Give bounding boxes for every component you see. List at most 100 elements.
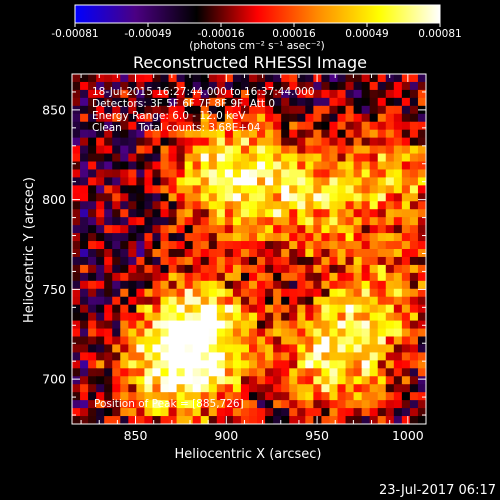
heatmap-cell [176, 241, 186, 250]
heatmap-cell [176, 121, 186, 131]
heatmap-cell [361, 249, 371, 258]
heatmap-cell [96, 256, 105, 266]
heatmap-cell [345, 129, 355, 139]
heatmap-cell [184, 416, 194, 424]
heatmap-cell [417, 137, 426, 147]
heatmap-cell [393, 177, 403, 186]
heatmap-cell [152, 217, 162, 226]
heatmap-cell [321, 193, 331, 202]
heatmap-cell [297, 169, 306, 178]
heatmap-cell [393, 272, 403, 282]
heatmap-cell [224, 177, 234, 186]
heatmap-cell [232, 74, 242, 83]
heatmap-cell [377, 249, 387, 258]
heatmap-cell [176, 376, 186, 385]
heatmap-cell [313, 280, 323, 290]
heatmap-cell [200, 336, 210, 346]
heatmap-cell [96, 217, 105, 226]
heatmap-cell [168, 161, 178, 171]
heatmap-cell [208, 264, 218, 274]
heatmap-cell [200, 177, 210, 186]
heatmap-cell [136, 408, 146, 417]
heatmap-cell [345, 416, 355, 424]
heatmap-cell [289, 233, 298, 242]
heatmap-cell [417, 320, 426, 330]
heatmap-cell [393, 105, 403, 115]
heatmap-cell [273, 280, 282, 290]
heatmap-cell [144, 225, 154, 234]
heatmap-cell [104, 97, 113, 107]
heatmap-cell [152, 74, 162, 83]
heatmap-cell [80, 233, 89, 242]
heatmap-cell [361, 400, 371, 409]
heatmap-cell [401, 249, 411, 258]
heatmap-cell [377, 376, 387, 385]
heatmap-cell [88, 209, 97, 218]
heatmap-cell [353, 169, 363, 178]
heatmap-cell [192, 304, 202, 314]
heatmap-cell [417, 97, 426, 107]
heatmap-cell [240, 177, 250, 186]
heatmap-cell [329, 344, 339, 353]
heatmap-cell [176, 344, 186, 353]
heatmap-cell [112, 153, 121, 163]
heatmap-cell [224, 201, 234, 210]
heatmap-cell [136, 368, 146, 377]
heatmap-cell [80, 177, 89, 186]
heatmap-cell [88, 121, 97, 131]
heatmap-cell [80, 201, 89, 210]
heatmap-cell [88, 74, 97, 83]
heatmap-cell [112, 336, 121, 346]
heatmap-cell [208, 416, 218, 424]
heatmap-cell [120, 121, 129, 131]
heatmap-cell [401, 320, 411, 330]
heatmap-cell [224, 296, 234, 306]
heatmap-cell [321, 177, 331, 186]
heatmap-cell [232, 376, 242, 385]
heatmap-cell [88, 256, 97, 266]
heatmap-cell [96, 105, 105, 115]
heatmap-cell [257, 384, 266, 393]
heatmap-cell [72, 97, 81, 107]
heatmap-cell [305, 272, 314, 282]
heatmap-cell [257, 137, 266, 147]
heatmap-cell [305, 225, 314, 234]
heatmap-cell [265, 113, 274, 123]
heatmap-cell [345, 376, 355, 385]
heatmap-cell [401, 296, 411, 306]
heatmap-cell [168, 376, 178, 385]
heatmap-cell [72, 368, 81, 377]
heatmap-cell [88, 312, 97, 322]
heatmap-cell [104, 137, 113, 147]
heatmap-cell [393, 304, 403, 314]
heatmap-cell [192, 360, 202, 369]
heatmap-cell [369, 137, 379, 147]
heatmap-cell [337, 376, 347, 385]
heatmap-cell [297, 304, 306, 314]
heatmap-cell [409, 264, 419, 274]
heatmap-cell [265, 336, 274, 346]
heatmap-cell [369, 129, 379, 139]
footer-timestamp: 23-Jul-2017 06:17 [379, 483, 496, 498]
heatmap-cell [208, 376, 218, 385]
heatmap-cell [249, 376, 258, 385]
heatmap-cell [353, 296, 363, 306]
heatmap-cell [88, 169, 97, 178]
heatmap-cell [321, 121, 331, 131]
heatmap-cell [257, 328, 266, 338]
heatmap-cell [208, 185, 218, 194]
heatmap-cell [96, 304, 105, 314]
heatmap-cell [401, 153, 411, 163]
heatmap-cell [257, 169, 266, 178]
heatmap-cell [281, 225, 290, 234]
heatmap-cell [72, 352, 81, 361]
heatmap-cell [369, 201, 379, 210]
heatmap-cell [136, 81, 146, 91]
heatmap-cell [297, 185, 306, 194]
heatmap-cell [216, 193, 226, 202]
heatmap-cell [313, 416, 323, 424]
heatmap-cell [72, 129, 81, 139]
heatmap-cell [120, 201, 129, 210]
heatmap-cell [289, 384, 298, 393]
heatmap-cell [265, 360, 274, 369]
